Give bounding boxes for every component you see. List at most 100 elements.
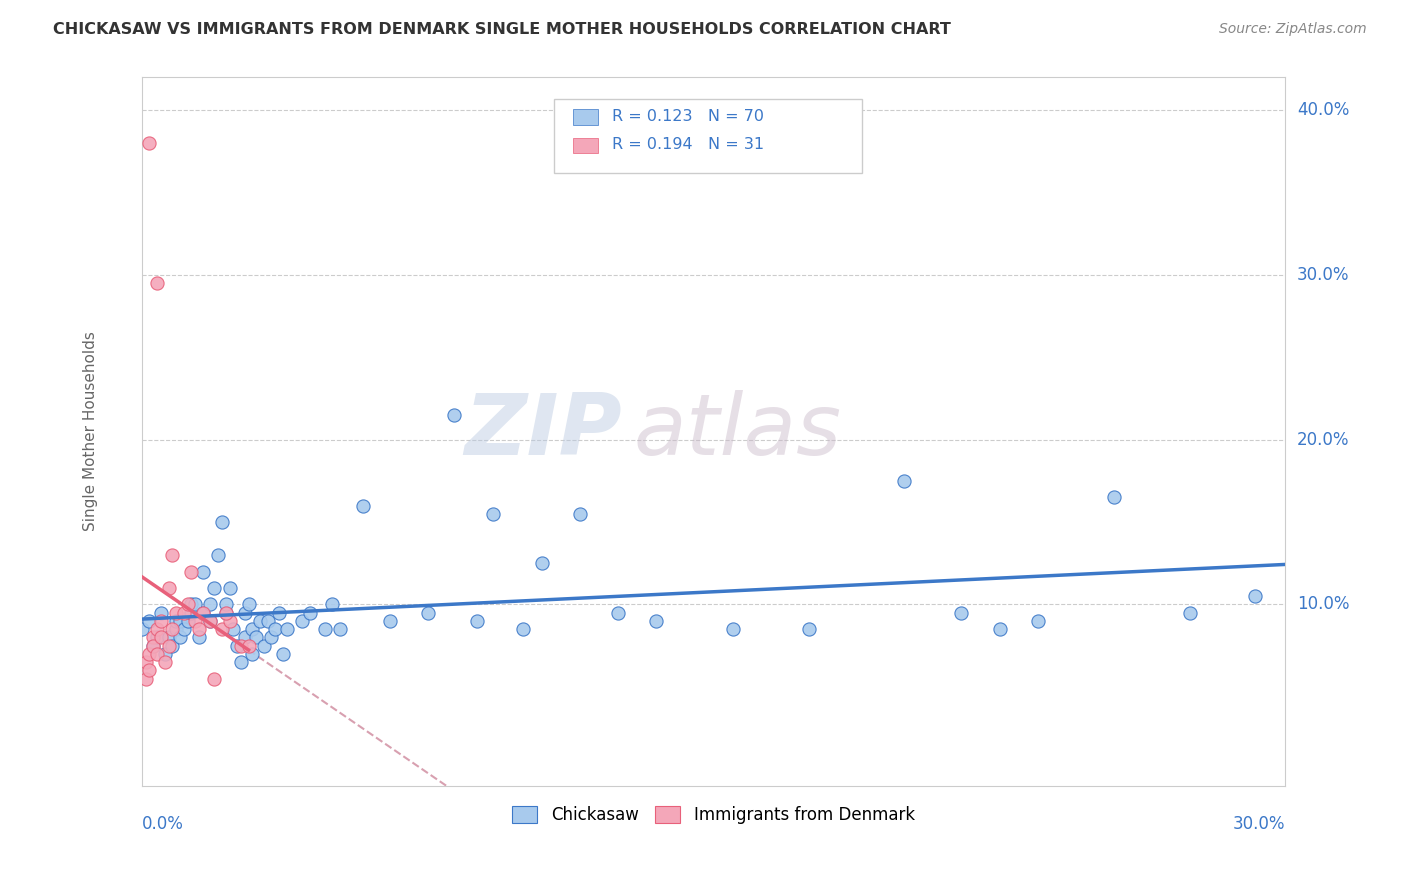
- Point: [256, 614, 278, 628]
- Point: [169, 631, 191, 645]
- Point: [253, 639, 276, 653]
- Point: [531, 557, 554, 571]
- Point: [329, 622, 352, 636]
- Point: [138, 136, 160, 151]
- Point: [153, 647, 176, 661]
- Point: [146, 647, 169, 661]
- Text: 30.0%: 30.0%: [1233, 815, 1285, 833]
- Point: [200, 614, 222, 628]
- Point: [378, 614, 401, 628]
- Point: [245, 631, 267, 645]
- Text: R = 0.194   N = 31: R = 0.194 N = 31: [612, 137, 763, 153]
- Point: [202, 672, 225, 686]
- Point: [188, 631, 211, 645]
- Point: [721, 622, 744, 636]
- Point: [314, 622, 336, 636]
- Point: [229, 639, 252, 653]
- Point: [202, 581, 225, 595]
- Point: [200, 598, 222, 612]
- Point: [276, 622, 298, 636]
- Point: [142, 639, 165, 653]
- Point: [242, 647, 264, 661]
- Text: 30.0%: 30.0%: [1296, 266, 1350, 284]
- Point: [191, 606, 214, 620]
- Point: [222, 622, 245, 636]
- Point: [797, 622, 820, 636]
- Point: [512, 622, 534, 636]
- Point: [465, 614, 488, 628]
- Point: [893, 474, 915, 488]
- Point: [138, 614, 160, 628]
- Text: Source: ZipAtlas.com: Source: ZipAtlas.com: [1219, 22, 1367, 37]
- Point: [165, 606, 187, 620]
- Point: [165, 622, 187, 636]
- Text: 0.0%: 0.0%: [142, 815, 184, 833]
- Point: [321, 598, 343, 612]
- Point: [162, 639, 184, 653]
- Point: [157, 631, 180, 645]
- Point: [173, 606, 195, 620]
- Point: [226, 639, 249, 653]
- Point: [173, 622, 195, 636]
- Point: [607, 606, 630, 620]
- Point: [157, 639, 180, 653]
- Point: [416, 606, 439, 620]
- Point: [184, 598, 207, 612]
- Text: ZIP: ZIP: [464, 390, 621, 473]
- Point: [146, 631, 169, 645]
- Point: [238, 598, 260, 612]
- Legend: Chickasaw, Immigrants from Denmark: Chickasaw, Immigrants from Denmark: [506, 799, 921, 830]
- Point: [180, 565, 202, 579]
- Point: [138, 664, 160, 678]
- Point: [157, 581, 180, 595]
- Point: [233, 606, 256, 620]
- Point: [135, 655, 157, 669]
- Point: [149, 606, 172, 620]
- Point: [149, 631, 172, 645]
- Point: [138, 647, 160, 661]
- Text: 20.0%: 20.0%: [1296, 431, 1350, 449]
- FancyBboxPatch shape: [574, 137, 598, 153]
- Point: [238, 639, 260, 653]
- FancyBboxPatch shape: [574, 110, 598, 125]
- Point: [176, 598, 198, 612]
- Text: R = 0.123   N = 70: R = 0.123 N = 70: [612, 109, 763, 124]
- Point: [267, 606, 290, 620]
- Point: [1026, 614, 1049, 628]
- Point: [1178, 606, 1201, 620]
- Point: [200, 614, 222, 628]
- Point: [443, 408, 465, 422]
- Point: [950, 606, 973, 620]
- Point: [149, 614, 172, 628]
- Point: [180, 598, 202, 612]
- Point: [146, 277, 169, 291]
- Point: [153, 655, 176, 669]
- Point: [264, 622, 287, 636]
- Point: [233, 631, 256, 645]
- Point: [215, 606, 238, 620]
- Point: [1102, 491, 1125, 505]
- Point: [298, 606, 321, 620]
- Point: [229, 655, 252, 669]
- Point: [242, 622, 264, 636]
- Point: [569, 507, 592, 521]
- Text: 10.0%: 10.0%: [1296, 596, 1350, 614]
- Point: [131, 622, 153, 636]
- Point: [215, 606, 238, 620]
- Point: [481, 507, 503, 521]
- Point: [169, 614, 191, 628]
- Point: [162, 622, 184, 636]
- Point: [188, 622, 211, 636]
- Text: 40.0%: 40.0%: [1296, 102, 1350, 120]
- Point: [135, 672, 157, 686]
- Point: [249, 614, 271, 628]
- Text: CHICKASAW VS IMMIGRANTS FROM DENMARK SINGLE MOTHER HOUSEHOLDS CORRELATION CHART: CHICKASAW VS IMMIGRANTS FROM DENMARK SIN…: [53, 22, 952, 37]
- Point: [180, 606, 202, 620]
- Point: [184, 614, 207, 628]
- Point: [645, 614, 668, 628]
- Point: [142, 639, 165, 653]
- Point: [271, 647, 294, 661]
- Point: [218, 614, 240, 628]
- Point: [146, 622, 169, 636]
- Point: [191, 565, 214, 579]
